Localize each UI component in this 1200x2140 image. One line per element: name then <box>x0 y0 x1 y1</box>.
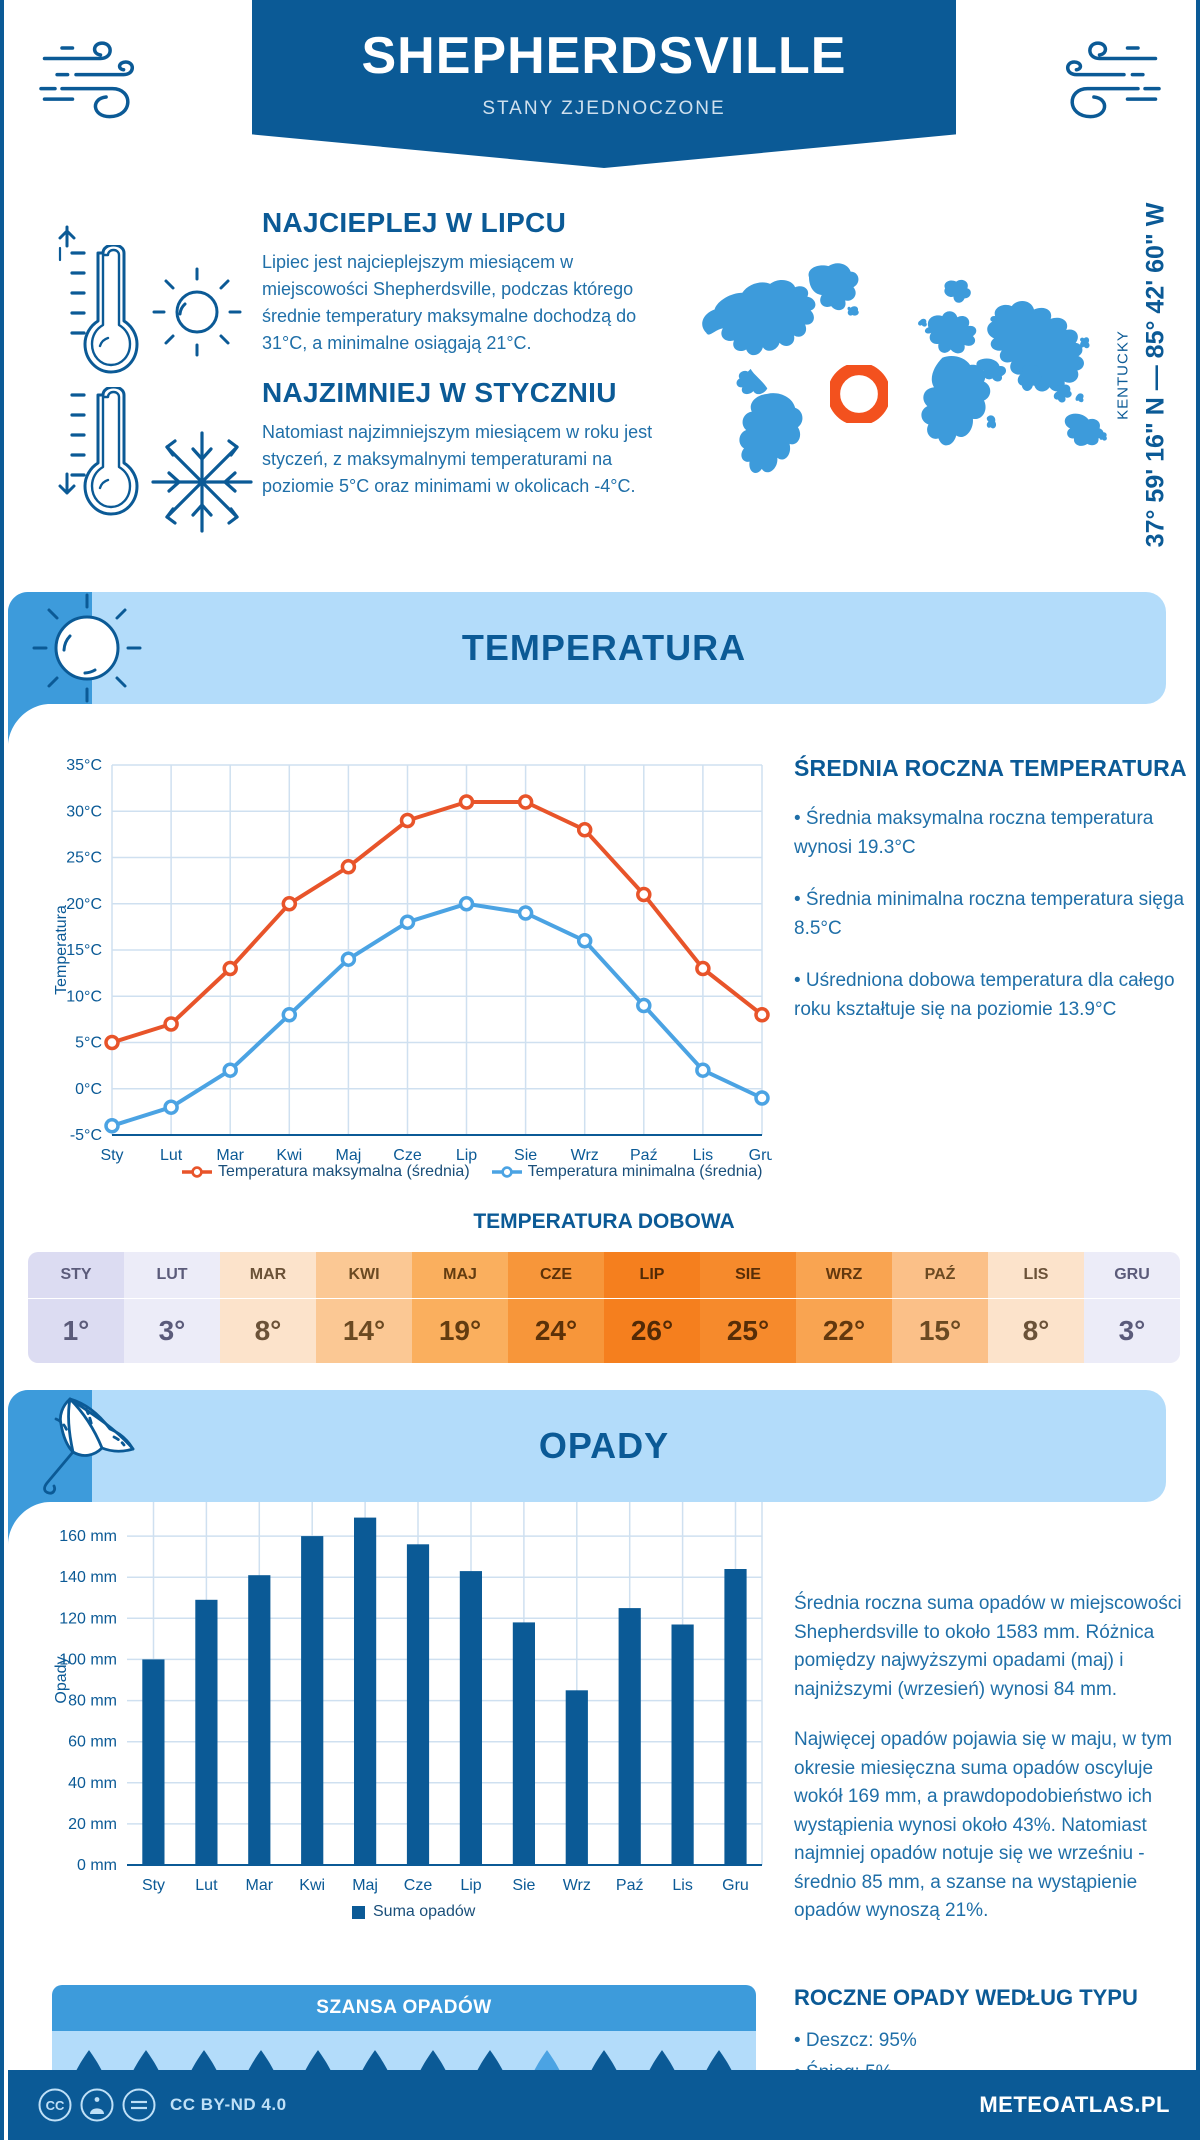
svg-text:Mar: Mar <box>246 1877 274 1894</box>
svg-text:Opady: Opady <box>53 1656 70 1703</box>
svg-text:CC: CC <box>46 2098 65 2113</box>
svg-text:30°C: 30°C <box>66 803 102 820</box>
svg-text:Wrz: Wrz <box>563 1877 591 1894</box>
svg-text:Lis: Lis <box>672 1877 692 1894</box>
svg-text:15°C: 15°C <box>66 942 102 959</box>
svg-text:5°C: 5°C <box>75 1035 102 1052</box>
svg-text:Temperatura: Temperatura <box>53 905 70 995</box>
svg-text:20°C: 20°C <box>66 896 102 913</box>
svg-text:Sie: Sie <box>514 1147 537 1164</box>
svg-text:120 mm: 120 mm <box>59 1610 117 1627</box>
svg-text:Lut: Lut <box>195 1877 218 1894</box>
svg-text:35°C: 35°C <box>66 757 102 774</box>
svg-text:Maj: Maj <box>352 1877 378 1894</box>
svg-text:-5°C: -5°C <box>70 1127 102 1144</box>
svg-text:80 mm: 80 mm <box>68 1693 117 1710</box>
svg-text:20 mm: 20 mm <box>68 1816 117 1833</box>
svg-text:Sty: Sty <box>100 1147 123 1164</box>
svg-text:Wrz: Wrz <box>571 1147 599 1164</box>
svg-text:Sty: Sty <box>142 1877 165 1894</box>
svg-text:Paź: Paź <box>616 1877 644 1894</box>
svg-text:Mar: Mar <box>216 1147 244 1164</box>
svg-text:Cze: Cze <box>393 1147 422 1164</box>
svg-text:Gru: Gru <box>749 1147 772 1164</box>
svg-text:0°C: 0°C <box>75 1081 102 1098</box>
svg-text:Lip: Lip <box>456 1147 477 1164</box>
svg-text:Paź: Paź <box>630 1147 658 1164</box>
svg-text:Lip: Lip <box>460 1877 481 1894</box>
svg-text:Kwi: Kwi <box>276 1147 302 1164</box>
svg-text:Kwi: Kwi <box>299 1877 325 1894</box>
svg-text:0 mm: 0 mm <box>77 1857 117 1874</box>
svg-text:Lis: Lis <box>693 1147 713 1164</box>
svg-text:140 mm: 140 mm <box>59 1569 117 1586</box>
svg-text:60 mm: 60 mm <box>68 1734 117 1751</box>
svg-text:10°C: 10°C <box>66 988 102 1005</box>
svg-text:Gru: Gru <box>722 1877 749 1894</box>
svg-text:25°C: 25°C <box>66 850 102 867</box>
svg-text:40 mm: 40 mm <box>68 1775 117 1792</box>
svg-text:Maj: Maj <box>336 1147 362 1164</box>
svg-text:Cze: Cze <box>404 1877 433 1894</box>
svg-text:Lut: Lut <box>160 1147 183 1164</box>
svg-text:Sie: Sie <box>512 1877 535 1894</box>
